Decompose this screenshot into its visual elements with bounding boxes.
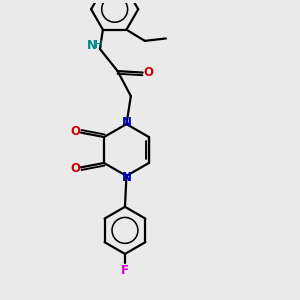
Text: O: O [71, 162, 81, 175]
Text: N: N [122, 171, 132, 184]
Text: N: N [87, 39, 97, 52]
Text: N: N [122, 116, 132, 129]
Text: O: O [71, 125, 81, 138]
Text: H: H [95, 40, 103, 50]
Text: O: O [143, 66, 154, 79]
Text: F: F [121, 264, 129, 277]
